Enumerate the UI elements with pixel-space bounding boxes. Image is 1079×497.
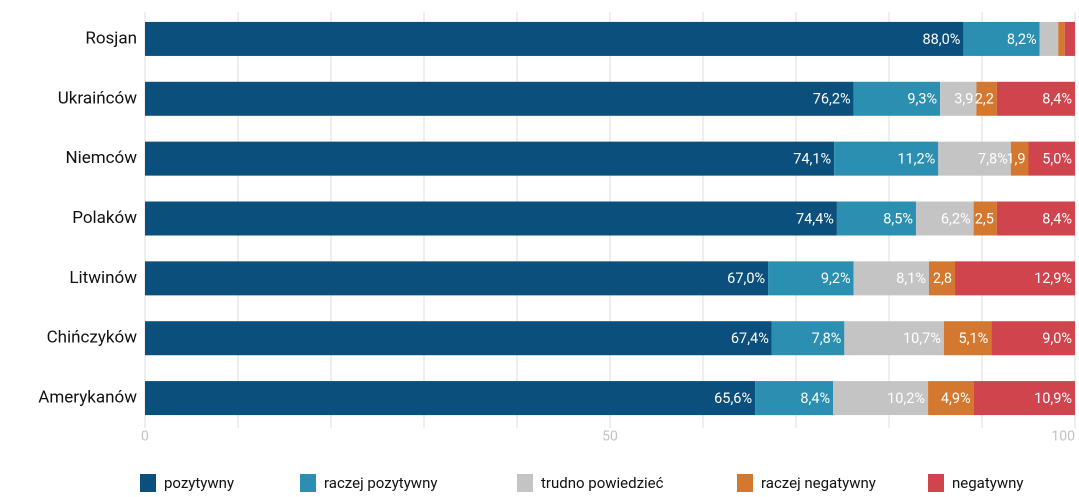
category-label: Polaków: [72, 208, 137, 228]
value-label: 8,4%: [1042, 210, 1072, 227]
legend-swatch: [300, 474, 316, 492]
bar-segment: [833, 381, 929, 416]
value-label: 67,4%: [731, 330, 769, 347]
bar-segment: [145, 141, 835, 176]
value-label: 12,9%: [1034, 270, 1072, 287]
bar-segment: [145, 21, 964, 56]
bar-segment: [145, 81, 854, 116]
bar-segment: [145, 321, 772, 356]
bar-segment: [955, 261, 1075, 296]
value-label: 2,8: [933, 270, 952, 287]
value-label: 76,2%: [813, 91, 851, 108]
value-label: 2,5: [975, 210, 994, 227]
bar-segment: [836, 201, 916, 236]
bar-segment: [938, 141, 1011, 176]
value-label: 8,4%: [1042, 91, 1072, 108]
bar-segment: [996, 201, 1075, 236]
bar-segment: [145, 261, 769, 296]
bar-segment: [963, 21, 1040, 56]
bar-segment: [973, 201, 997, 236]
x-tick-label: 100: [1051, 429, 1075, 445]
legend-label: negatywny: [952, 474, 1023, 492]
value-label: 1,9: [1006, 150, 1025, 167]
value-label: 10,9%: [1034, 390, 1072, 407]
category-label: Amerykanów: [38, 388, 137, 408]
bar-segment: [834, 141, 939, 176]
legend-label: pozytywny: [164, 474, 234, 492]
value-label: 9,2%: [821, 270, 851, 287]
value-label: 5,0%: [1042, 150, 1072, 167]
bar-segment: [844, 321, 944, 356]
value-label: 4,9%: [941, 390, 971, 407]
legend-label: trudno powiedzieć: [541, 474, 664, 492]
value-label: 10,7%: [903, 330, 941, 347]
value-label: 8,5%: [883, 210, 913, 227]
value-label: 2,2: [975, 91, 994, 108]
legend-swatch: [517, 474, 533, 492]
value-label: 11,2%: [897, 150, 935, 167]
bar-segment: [1010, 141, 1029, 176]
legend-label: raczej pozytywny: [324, 474, 437, 492]
value-label: 9,0%: [1042, 330, 1072, 347]
bar-segment: [991, 321, 1075, 356]
value-label: 67,0%: [727, 270, 765, 287]
bar-segment: [1058, 21, 1065, 56]
value-label: 8,4%: [800, 390, 830, 407]
value-label: 74,1%: [793, 150, 831, 167]
bar-segment: [853, 261, 929, 296]
bar-segment: [1039, 21, 1059, 56]
bar-segment: [1028, 141, 1075, 176]
value-label: 10,2%: [887, 390, 925, 407]
bar-segment: [1064, 21, 1075, 56]
category-label: Rosjan: [85, 28, 137, 48]
category-label: Litwinów: [69, 268, 137, 288]
category-label: Niemców: [65, 148, 137, 168]
x-tick-label: 50: [602, 429, 618, 445]
bar-segment: [145, 201, 837, 236]
x-tick-label: 0: [141, 429, 149, 445]
value-label: 74,4%: [796, 210, 834, 227]
bar-segment: [755, 381, 834, 416]
legend-swatch: [737, 474, 753, 492]
value-label: 88,0%: [922, 31, 960, 48]
legend-label: raczej negatywny: [761, 474, 876, 492]
category-label: Chińczyków: [47, 328, 138, 348]
bar-segment: [768, 261, 854, 296]
bar-segment: [915, 201, 974, 236]
bar-segment: [976, 81, 997, 116]
category-label: Ukraińców: [58, 88, 137, 108]
value-label: 8,2%: [1007, 31, 1037, 48]
bar-segment: [928, 261, 956, 296]
legend-swatch: [140, 474, 156, 492]
value-label: 8,1%: [896, 270, 926, 287]
bar-segment: [771, 321, 845, 356]
value-label: 5,1%: [959, 330, 989, 347]
bar-segment: [928, 381, 974, 416]
value-label: 6,2%: [941, 210, 971, 227]
bar-segment: [943, 321, 992, 356]
value-label: 7,8%: [812, 330, 842, 347]
bar-segment: [940, 81, 977, 116]
bar-segment: [145, 381, 756, 416]
bar-segment: [853, 81, 941, 116]
bar-segment: [996, 81, 1075, 116]
value-label: 9,3%: [907, 91, 937, 108]
value-label: 3,9: [954, 91, 973, 108]
value-label: 65,6%: [714, 390, 752, 407]
value-label: 7,8%: [978, 150, 1008, 167]
bar-segment: [973, 381, 1075, 416]
legend-swatch: [928, 474, 944, 492]
